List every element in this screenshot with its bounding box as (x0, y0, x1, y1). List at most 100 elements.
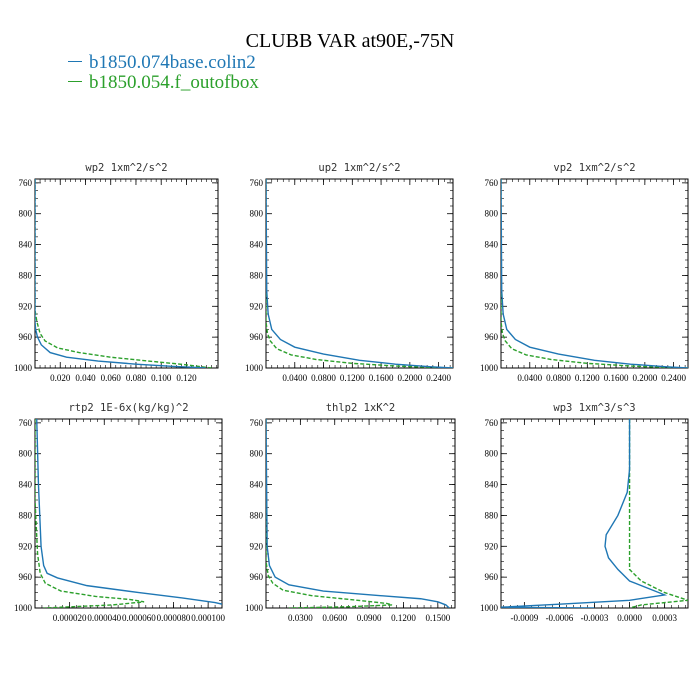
x-tick-label: 0.000020 (53, 613, 87, 623)
y-tick-label: 880 (250, 270, 264, 280)
series-line-outofbox (266, 179, 453, 368)
x-tick-label: 0.2400 (426, 373, 451, 383)
x-tick-label: 0.1200 (340, 373, 365, 383)
y-tick-label: 760 (19, 418, 33, 428)
panel-title: rtp2 1E-6x(kg/kg)^2 (68, 402, 188, 414)
y-tick-label: 800 (250, 209, 264, 219)
series-line-base-colin2 (501, 179, 688, 368)
y-tick-label: 880 (485, 510, 499, 520)
x-tick-label: 0.2400 (661, 373, 686, 383)
y-tick-label: 800 (485, 449, 499, 459)
y-tick-label: 920 (485, 301, 499, 311)
y-tick-label: 1000 (14, 603, 33, 613)
y-tick-label: 760 (485, 418, 499, 428)
plot-frame (34, 418, 223, 609)
series-line-outofbox (35, 179, 212, 368)
series-line-outofbox (501, 179, 688, 368)
x-tick-label: 0.1200 (575, 373, 600, 383)
x-tick-label: 0.100 (151, 373, 172, 383)
y-tick-label: 840 (19, 480, 33, 490)
chart-panel-2: up2 1xm^2/s^2 760 800 840 880 920 960 1000 0.040… (245, 162, 454, 383)
x-tick-label: 0.0400 (282, 373, 307, 383)
legend-line-swatch (68, 81, 82, 83)
y-tick-label: 960 (485, 332, 499, 342)
y-tick-label: 1000 (480, 603, 499, 613)
y-tick-label: 800 (19, 209, 33, 219)
y-tick-label: 920 (250, 301, 264, 311)
x-tick-label: 0.060 (101, 373, 122, 383)
series-line-outofbox (628, 419, 688, 608)
x-tick-label: 0.0900 (357, 613, 382, 623)
y-tick-label: 840 (485, 240, 499, 250)
y-tick-label: 880 (250, 510, 264, 520)
series-line-base-colin2 (266, 179, 453, 368)
plot-frame (500, 418, 689, 609)
y-tick-label: 960 (19, 572, 33, 582)
y-tick-label: 920 (485, 541, 499, 551)
x-tick-label: 0.0003 (652, 613, 677, 623)
y-tick-label: 760 (250, 418, 264, 428)
x-tick-label: 0.0300 (288, 613, 313, 623)
x-tick-label: -0.0003 (581, 613, 609, 623)
x-tick-label: 0.040 (75, 373, 96, 383)
y-tick-label: 760 (485, 178, 499, 188)
x-tick-label: 0.000060 (122, 613, 156, 623)
x-tick-label: 0.1600 (369, 373, 394, 383)
panel-title: wp2 1xm^2/s^2 (85, 162, 167, 174)
y-tick-label: 960 (250, 332, 264, 342)
legend-label: b1850.054.f_outofbox (89, 72, 259, 93)
y-tick-label: 800 (19, 449, 33, 459)
y-tick-label: 840 (250, 480, 264, 490)
x-tick-label: -0.0009 (511, 613, 539, 623)
x-tick-label: 0.0800 (546, 373, 571, 383)
y-tick-label: 1000 (245, 363, 264, 373)
x-tick-label: 0.000040 (87, 613, 121, 623)
x-tick-label: 0.0000 (617, 613, 642, 623)
legend-entry-2: b1850.054.f_outofbox (68, 72, 259, 94)
y-tick-label: 760 (250, 178, 264, 188)
chart-panel-4: rtp2 1E-6x(kg/kg)^2 760 800 840 880 920 960 100… (14, 402, 226, 623)
y-tick-label: 880 (19, 510, 33, 520)
y-tick-label: 960 (250, 572, 264, 582)
chart-panel-1: wp2 1xm^2/s^2 760 800 840 880 920 960 1000 0.020… (14, 162, 219, 383)
x-tick-label: 0.080 (126, 373, 147, 383)
legend-entry-1: b1850.074base.colin2 (68, 52, 256, 74)
x-tick-label: 0.0800 (311, 373, 336, 383)
x-tick-label: -0.0006 (546, 613, 574, 623)
x-tick-label: 0.2000 (632, 373, 657, 383)
series-line-base-colin2 (501, 419, 668, 608)
chart-panel-6: wp3 1xm^3/s^3 760 800 840 880 920 960 1000 -0.00… (480, 402, 689, 623)
legend-line-swatch (68, 61, 82, 63)
y-tick-label: 800 (485, 209, 499, 219)
x-tick-label: 0.000100 (191, 613, 225, 623)
y-tick-label: 840 (485, 480, 499, 490)
chart-title: CLUBB VAR at90E,-75N (245, 30, 455, 52)
y-tick-label: 800 (250, 449, 264, 459)
x-tick-label: 0.000080 (157, 613, 191, 623)
y-tick-label: 960 (485, 572, 499, 582)
plot-frame (265, 178, 454, 369)
y-tick-label: 840 (250, 240, 264, 250)
x-tick-label: 0.0400 (517, 373, 542, 383)
chart-panel-5: thlp2 1xK^2 760 800 840 880 920 960 1000 0.0300 0… (245, 402, 456, 623)
y-tick-label: 880 (19, 270, 33, 280)
x-tick-label: 0.0600 (322, 613, 347, 623)
chart-panel-3: vp2 1xm^2/s^2 760 800 840 880 920 960 1000 0.040… (480, 162, 689, 383)
x-tick-label: 0.020 (50, 373, 71, 383)
panel-title: wp3 1xm^3/s^3 (553, 402, 635, 414)
x-tick-label: 0.1200 (391, 613, 416, 623)
legend-label: b1850.074base.colin2 (89, 52, 256, 73)
y-tick-label: 760 (19, 178, 33, 188)
panel-title: up2 1xm^2/s^2 (318, 162, 400, 174)
plot-frame (265, 418, 456, 609)
series-line-outofbox (266, 419, 393, 608)
y-tick-label: 1000 (480, 363, 499, 373)
x-tick-label: 0.2000 (397, 373, 422, 383)
y-tick-label: 840 (19, 240, 33, 250)
x-tick-label: 0.120 (176, 373, 197, 383)
x-tick-label: 0.1600 (604, 373, 629, 383)
y-tick-label: 1000 (14, 363, 33, 373)
series-line-base-colin2 (35, 179, 206, 368)
y-tick-label: 880 (485, 270, 499, 280)
